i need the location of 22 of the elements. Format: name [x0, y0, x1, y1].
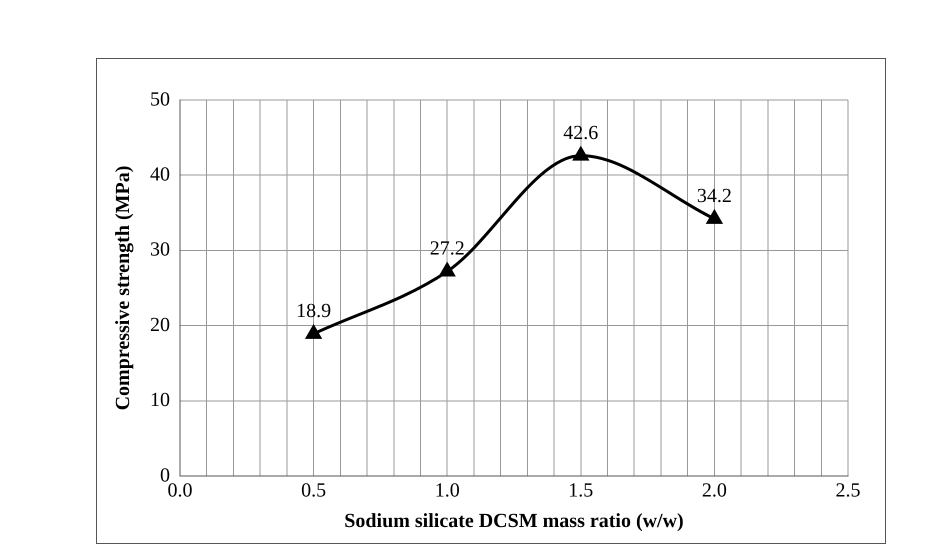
point	[440, 262, 455, 276]
data-label: 34.2	[696, 185, 732, 208]
y-tick-label: 40	[150, 163, 170, 186]
point	[573, 147, 588, 161]
point	[306, 325, 322, 339]
data-label: 18.9	[296, 300, 332, 322]
y-tick-label: 0	[160, 464, 170, 486]
x-tick-label: 2.0	[702, 479, 727, 502]
point	[706, 210, 722, 224]
x-tick-label: 1.5	[568, 479, 594, 502]
y-tick-label: 10	[150, 389, 170, 412]
x-tick-label: 0.5	[301, 479, 326, 502]
data-label: 27.2	[430, 238, 465, 260]
y-tick-label: 50	[150, 88, 170, 110]
y-tick-label: 30	[150, 238, 170, 261]
y-tick-label: 20	[150, 314, 170, 336]
x-axis-title: Sodium silicate DCSM mass ratio (w/w)	[344, 510, 684, 532]
data-label: 42.6	[563, 122, 598, 144]
y-axis-title: Compressive strength (MPa)	[112, 166, 134, 410]
x-tick-label: 0.0	[168, 479, 192, 502]
x-tick-label: 2.5	[836, 479, 860, 502]
x-tick-label: 1.0	[434, 479, 460, 502]
